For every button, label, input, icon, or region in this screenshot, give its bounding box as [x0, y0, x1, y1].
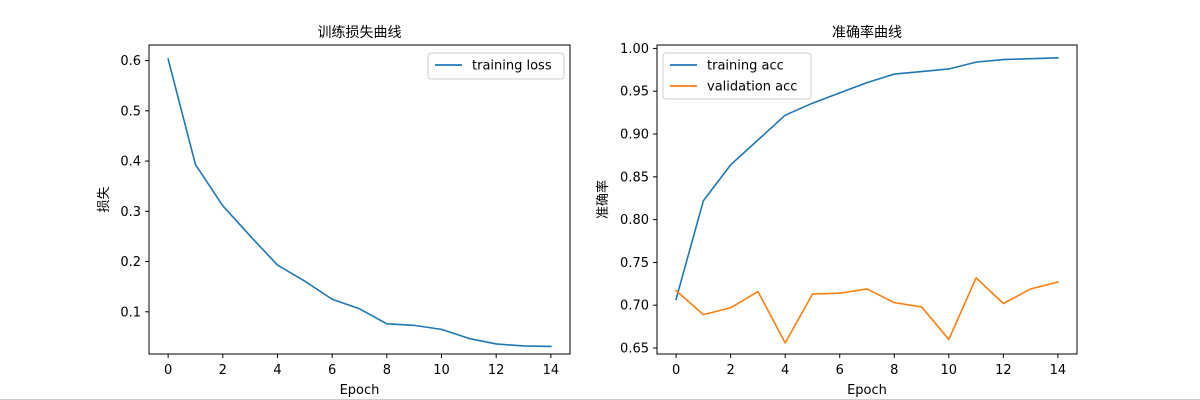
- y-tick-label: 0.70: [620, 299, 649, 314]
- x-tick-label: 12: [995, 363, 1012, 378]
- y-axis-label: 损失: [97, 186, 112, 212]
- x-tick-label: 6: [328, 363, 336, 378]
- x-tick-label: 2: [219, 363, 227, 378]
- loss-chart: 训练损失曲线 0 2 4 6 8 10 12 14 0.1 0.2 0.3 0.4 0.5 0.6 Epoch…: [97, 25, 571, 398]
- y-tick-label: 0.5: [120, 104, 141, 119]
- y-axis-label: 准确率: [595, 180, 611, 219]
- x-tick-label: 12: [488, 363, 505, 378]
- x-tick-label: 14: [543, 363, 560, 378]
- plot-frame: [148, 44, 571, 355]
- y-tick-label: 1.00: [620, 42, 649, 57]
- y-tick-label: 0.65: [620, 342, 649, 357]
- x-tick-label: 2: [726, 363, 734, 378]
- x-tick-label: 0: [672, 363, 680, 378]
- y-tick-label: 0.80: [620, 213, 649, 228]
- y-tick-label: 0.95: [620, 85, 649, 100]
- series-line: [675, 57, 1059, 301]
- x-tick-label: 14: [1050, 363, 1067, 378]
- series-line: [167, 58, 552, 348]
- x-axis-label: Epoch: [340, 383, 380, 398]
- plot-frame: [656, 44, 1078, 355]
- y-tick-label: 0.4: [120, 155, 141, 170]
- x-tick-label: 6: [836, 363, 844, 378]
- legend-box: [662, 52, 812, 100]
- x-tick-label: 4: [781, 363, 789, 378]
- x-tick-label: 8: [890, 363, 898, 378]
- x-axis-label: Epoch: [847, 383, 887, 398]
- y-tick-label: 0.6: [120, 54, 141, 69]
- accuracy-chart: 准确率曲线 0 2 4 6 8 10 12 14 0.65 0.70 0.75 0.80 0.85 0.90…: [595, 24, 1078, 398]
- y-tick-label: 0.2: [120, 255, 141, 270]
- y-tick-label: 0.90: [620, 128, 649, 143]
- x-tick-label: 0: [164, 363, 172, 378]
- y-tick-label: 0.75: [620, 256, 649, 271]
- x-tick-label: 10: [941, 363, 958, 378]
- legend-label: training loss: [472, 59, 552, 74]
- x-tick-label: 8: [383, 363, 391, 378]
- y-tick-label: 0.85: [620, 170, 649, 185]
- series-line: [674, 277, 1059, 344]
- legend-label: training acc: [707, 59, 784, 74]
- chart-title: 训练损失曲线: [318, 25, 402, 41]
- legend-box: [427, 52, 565, 80]
- legend-label: validation acc: [707, 80, 797, 95]
- chart-title: 准确率曲线: [832, 24, 902, 41]
- x-tick-label: 4: [273, 363, 281, 378]
- x-tick-label: 10: [433, 363, 450, 378]
- y-tick-label: 0.1: [120, 305, 141, 320]
- y-tick-label: 0.3: [120, 205, 141, 220]
